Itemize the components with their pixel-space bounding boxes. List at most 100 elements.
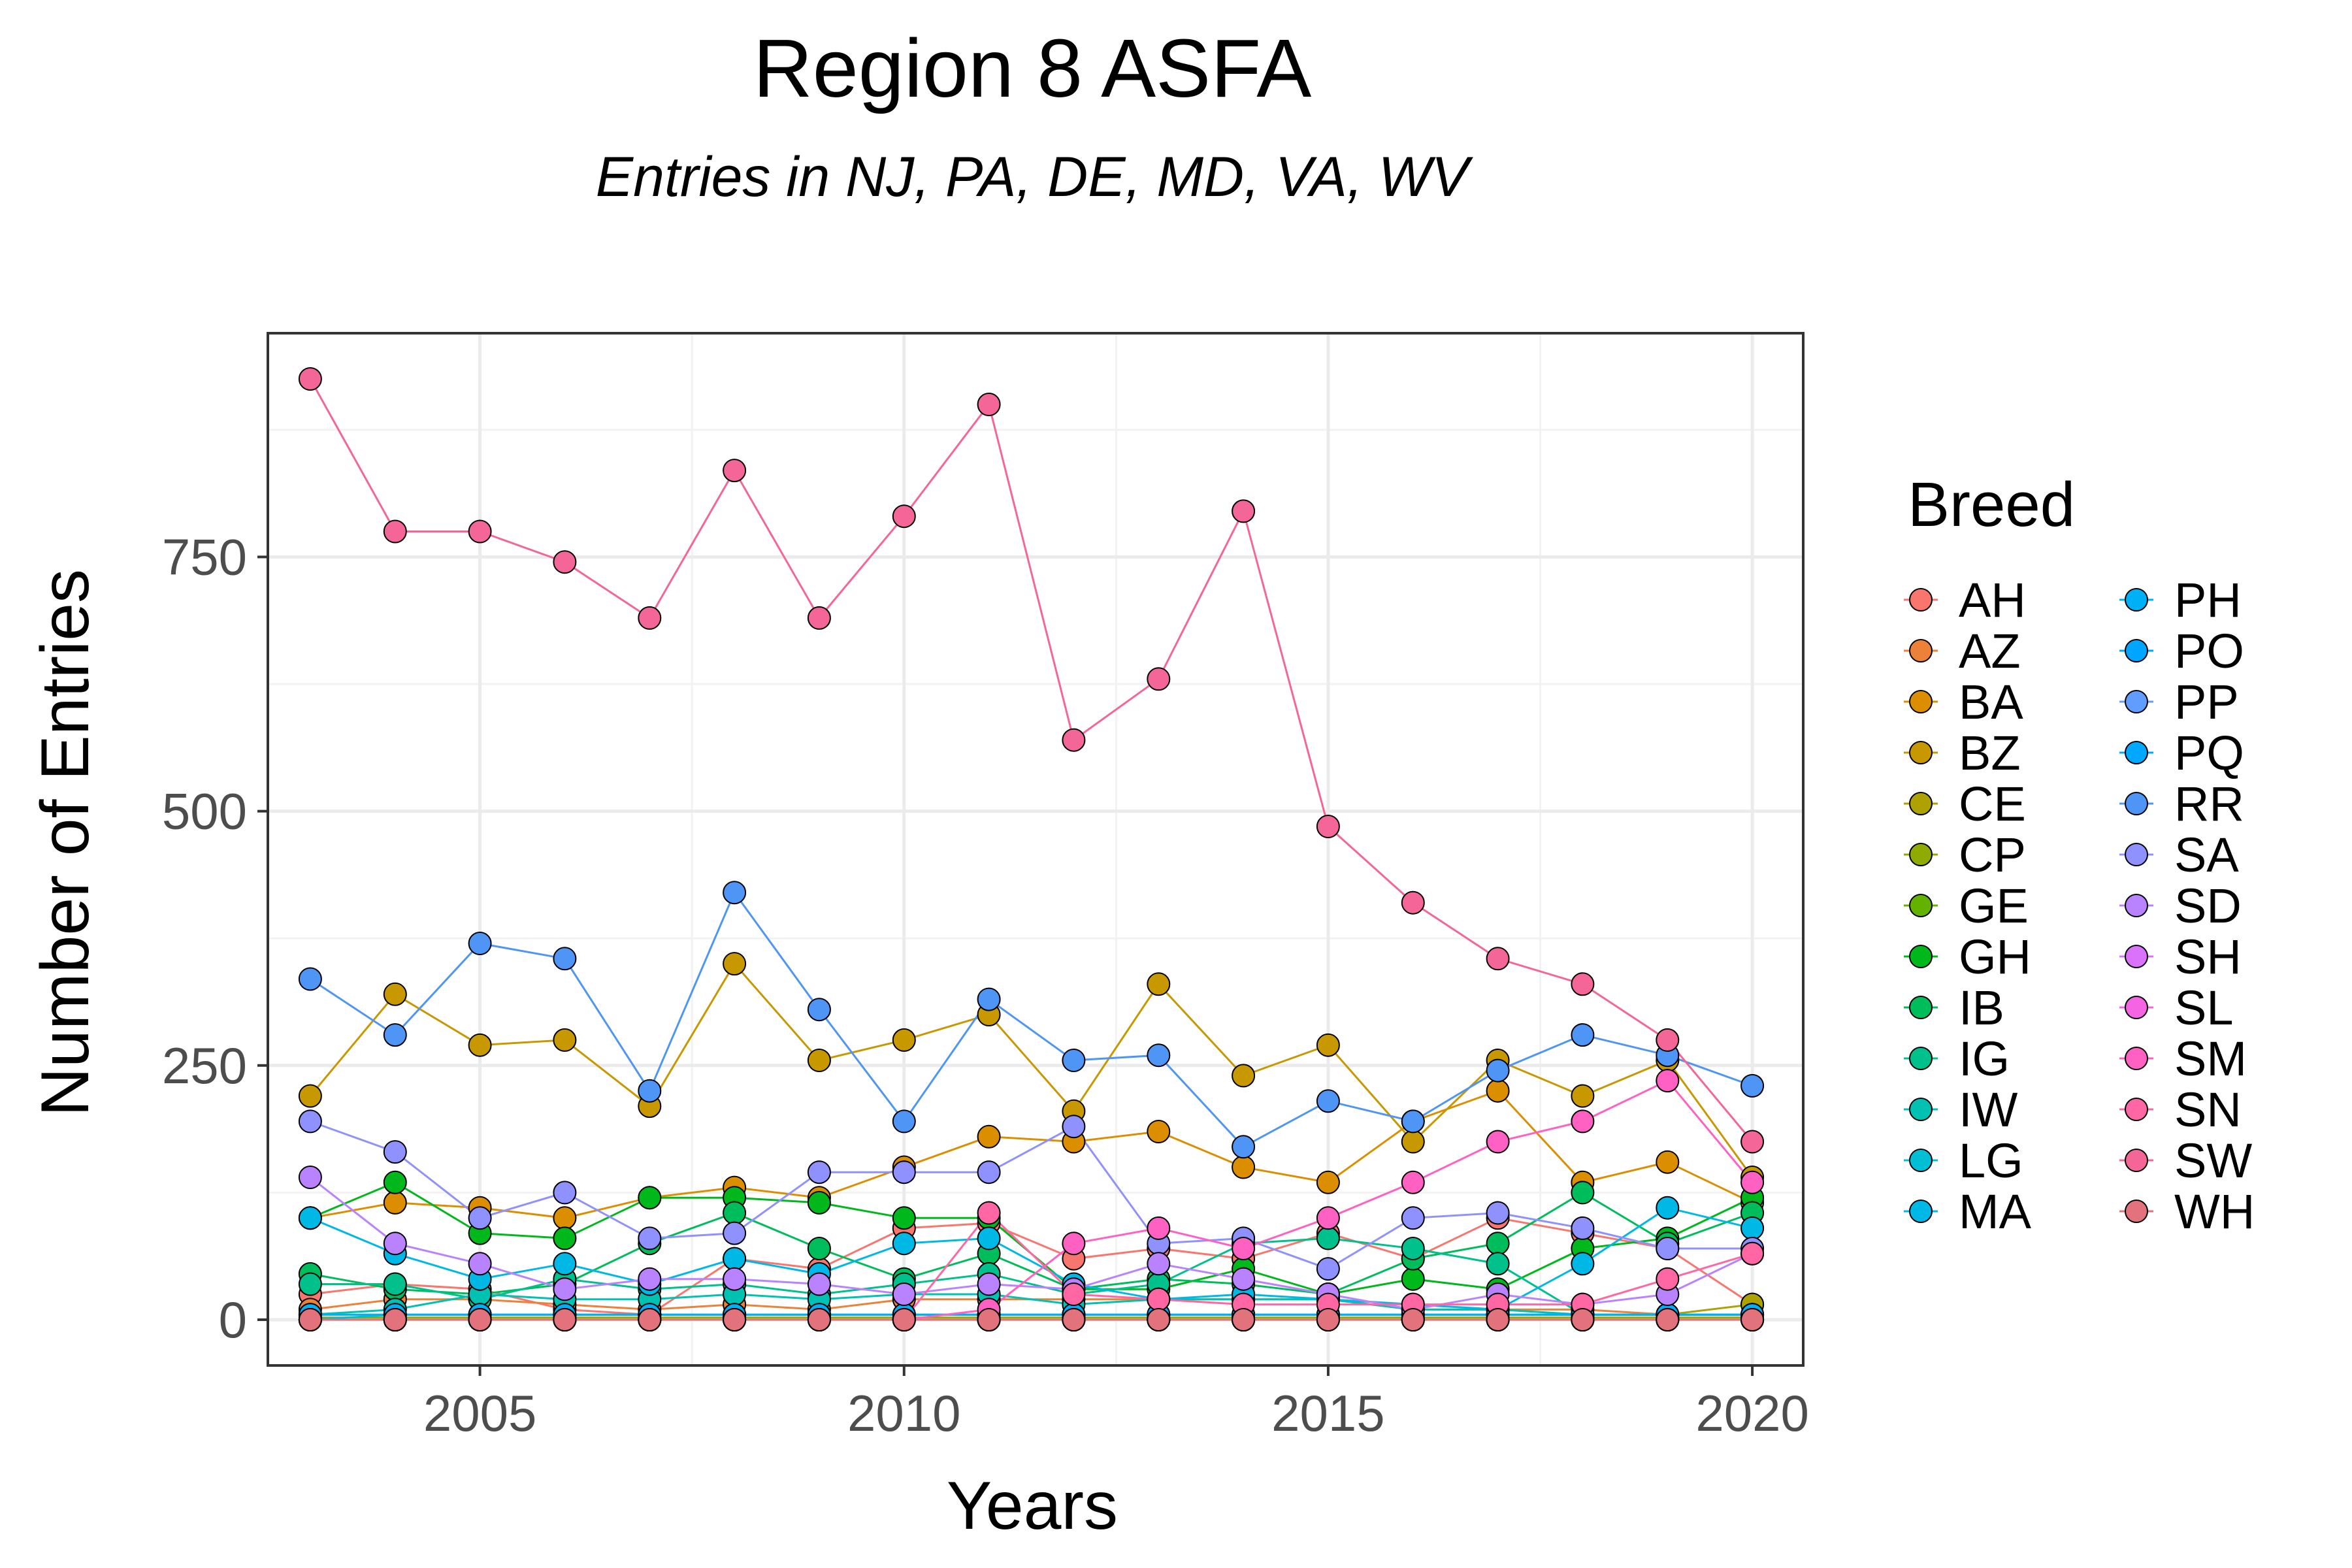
legend-label: RR bbox=[2174, 777, 2244, 831]
data-point-wh bbox=[298, 1308, 322, 1331]
data-point-bz bbox=[1232, 1064, 1256, 1088]
legend-key-point bbox=[1909, 843, 1933, 866]
data-point-bz bbox=[1401, 1130, 1425, 1154]
data-point-wh bbox=[638, 1308, 662, 1331]
legend-item-ba: BA bbox=[1904, 675, 2023, 729]
x-tick-label: 2020 bbox=[1695, 1384, 1809, 1442]
data-point-rr bbox=[977, 987, 1001, 1011]
legend-title: Breed bbox=[1908, 470, 2075, 540]
y-axis-title: Number of Entries bbox=[27, 569, 103, 1117]
data-point-sw bbox=[298, 367, 322, 391]
y-tick-label: 500 bbox=[162, 783, 247, 840]
y-tick-label: 250 bbox=[162, 1037, 247, 1094]
data-point-gh bbox=[807, 1190, 831, 1215]
data-point-sa bbox=[1401, 1206, 1425, 1230]
data-point-rr bbox=[1401, 1109, 1425, 1134]
data-point-bz bbox=[383, 982, 407, 1006]
data-point-sn bbox=[1656, 1267, 1680, 1291]
data-point-rr bbox=[807, 998, 831, 1022]
axes: 2005 2010 2015 2020 0 250 500 750 bbox=[162, 528, 1809, 1442]
data-point-sw bbox=[1316, 815, 1340, 838]
legend-label: BZ bbox=[1959, 726, 2021, 780]
data-point-ma bbox=[1656, 1196, 1680, 1220]
legend-item-wh: WH bbox=[2119, 1184, 2255, 1239]
legend-item-ig: IG bbox=[1904, 1032, 2010, 1086]
data-point-ba bbox=[553, 1206, 577, 1230]
legend-key-point bbox=[2125, 639, 2148, 662]
legend-key-point bbox=[1909, 945, 1933, 968]
data-point-ib bbox=[807, 1237, 831, 1260]
legend-item-cp: CP bbox=[1904, 828, 2026, 882]
data-point-sd bbox=[553, 1277, 577, 1301]
data-point-sw bbox=[1147, 667, 1171, 691]
legend-key-point bbox=[2125, 741, 2148, 764]
legend-key-point bbox=[1909, 996, 1933, 1019]
legend-item-sa: SA bbox=[2119, 828, 2239, 882]
data-point-sw bbox=[1486, 947, 1510, 971]
legend-label: SM bbox=[2174, 1032, 2247, 1086]
legend-key-point bbox=[2125, 690, 2148, 713]
data-point-sm bbox=[1232, 1237, 1256, 1260]
data-point-ma bbox=[892, 1232, 916, 1256]
data-point-ig bbox=[298, 1272, 322, 1296]
legend-item-lg: LG bbox=[1904, 1134, 2023, 1188]
data-point-sw bbox=[1740, 1130, 1765, 1154]
data-point-gh bbox=[553, 1226, 577, 1250]
legend-label: CE bbox=[1959, 777, 2026, 831]
series-line-ba bbox=[310, 1089, 1753, 1219]
data-point-sw bbox=[807, 606, 831, 630]
legend-label: WH bbox=[2174, 1184, 2255, 1239]
data-point-sa bbox=[298, 1109, 322, 1134]
data-point-sm bbox=[1401, 1170, 1425, 1194]
legend-item-pq: PQ bbox=[2119, 726, 2244, 780]
data-point-ba bbox=[383, 1190, 407, 1215]
legend-key-point bbox=[2125, 843, 2148, 866]
legend-label: PP bbox=[2174, 675, 2239, 729]
data-point-wh bbox=[892, 1308, 916, 1331]
data-point-ig bbox=[1401, 1237, 1425, 1260]
data-point-ma bbox=[723, 1247, 747, 1271]
data-point-sd bbox=[1232, 1267, 1256, 1291]
legend-label: IW bbox=[1959, 1083, 2018, 1137]
data-point-ba bbox=[1316, 1170, 1340, 1194]
data-point-sn bbox=[1062, 1282, 1086, 1306]
data-point-wh bbox=[807, 1308, 831, 1331]
data-point-sa bbox=[553, 1181, 577, 1205]
data-point-wh bbox=[1232, 1308, 1256, 1331]
plot-panel-border bbox=[267, 332, 1805, 1367]
legend-item-ib: IB bbox=[1904, 981, 2004, 1035]
data-point-wh bbox=[977, 1308, 1001, 1331]
legend-item-sd: SD bbox=[2119, 879, 2242, 933]
data-point-rr bbox=[1316, 1089, 1340, 1113]
data-point-bz bbox=[468, 1033, 492, 1057]
data-point-sd bbox=[383, 1232, 407, 1256]
x-tick-label: 2015 bbox=[1271, 1384, 1385, 1442]
legend-item-rr: RR bbox=[2119, 777, 2244, 831]
data-point-sw bbox=[1062, 728, 1086, 752]
data-point-bz bbox=[892, 1028, 916, 1052]
data-point-sa bbox=[383, 1140, 407, 1164]
legend-label: SW bbox=[2174, 1134, 2252, 1188]
legend-key-point bbox=[2125, 1200, 2148, 1223]
data-point-sa bbox=[977, 1160, 1001, 1184]
data-point-sd bbox=[1147, 1252, 1171, 1276]
x-axis-title: Years bbox=[947, 1468, 1118, 1544]
legend-key-point bbox=[1909, 741, 1933, 764]
data-point-sa bbox=[1316, 1257, 1340, 1281]
data-points bbox=[298, 367, 1765, 1331]
legend-key-point bbox=[1909, 792, 1933, 815]
data-point-ma bbox=[298, 1206, 322, 1230]
data-point-wh bbox=[1316, 1308, 1340, 1331]
data-point-ba bbox=[977, 1124, 1001, 1149]
data-point-sd bbox=[468, 1252, 492, 1276]
legend-key-point bbox=[1909, 690, 1933, 713]
data-point-sw bbox=[553, 550, 577, 574]
legend-label: IG bbox=[1959, 1032, 2010, 1086]
legend-label: AZ bbox=[1959, 624, 2021, 678]
chart-subtitle: Entries in NJ, PA, DE, MD, VA, WV bbox=[596, 146, 1474, 208]
data-point-rr bbox=[383, 1023, 407, 1047]
data-point-sd bbox=[807, 1272, 831, 1296]
legend-key-point bbox=[1909, 1200, 1933, 1223]
data-point-ig bbox=[383, 1272, 407, 1296]
series-line-sw bbox=[309, 378, 1754, 1143]
